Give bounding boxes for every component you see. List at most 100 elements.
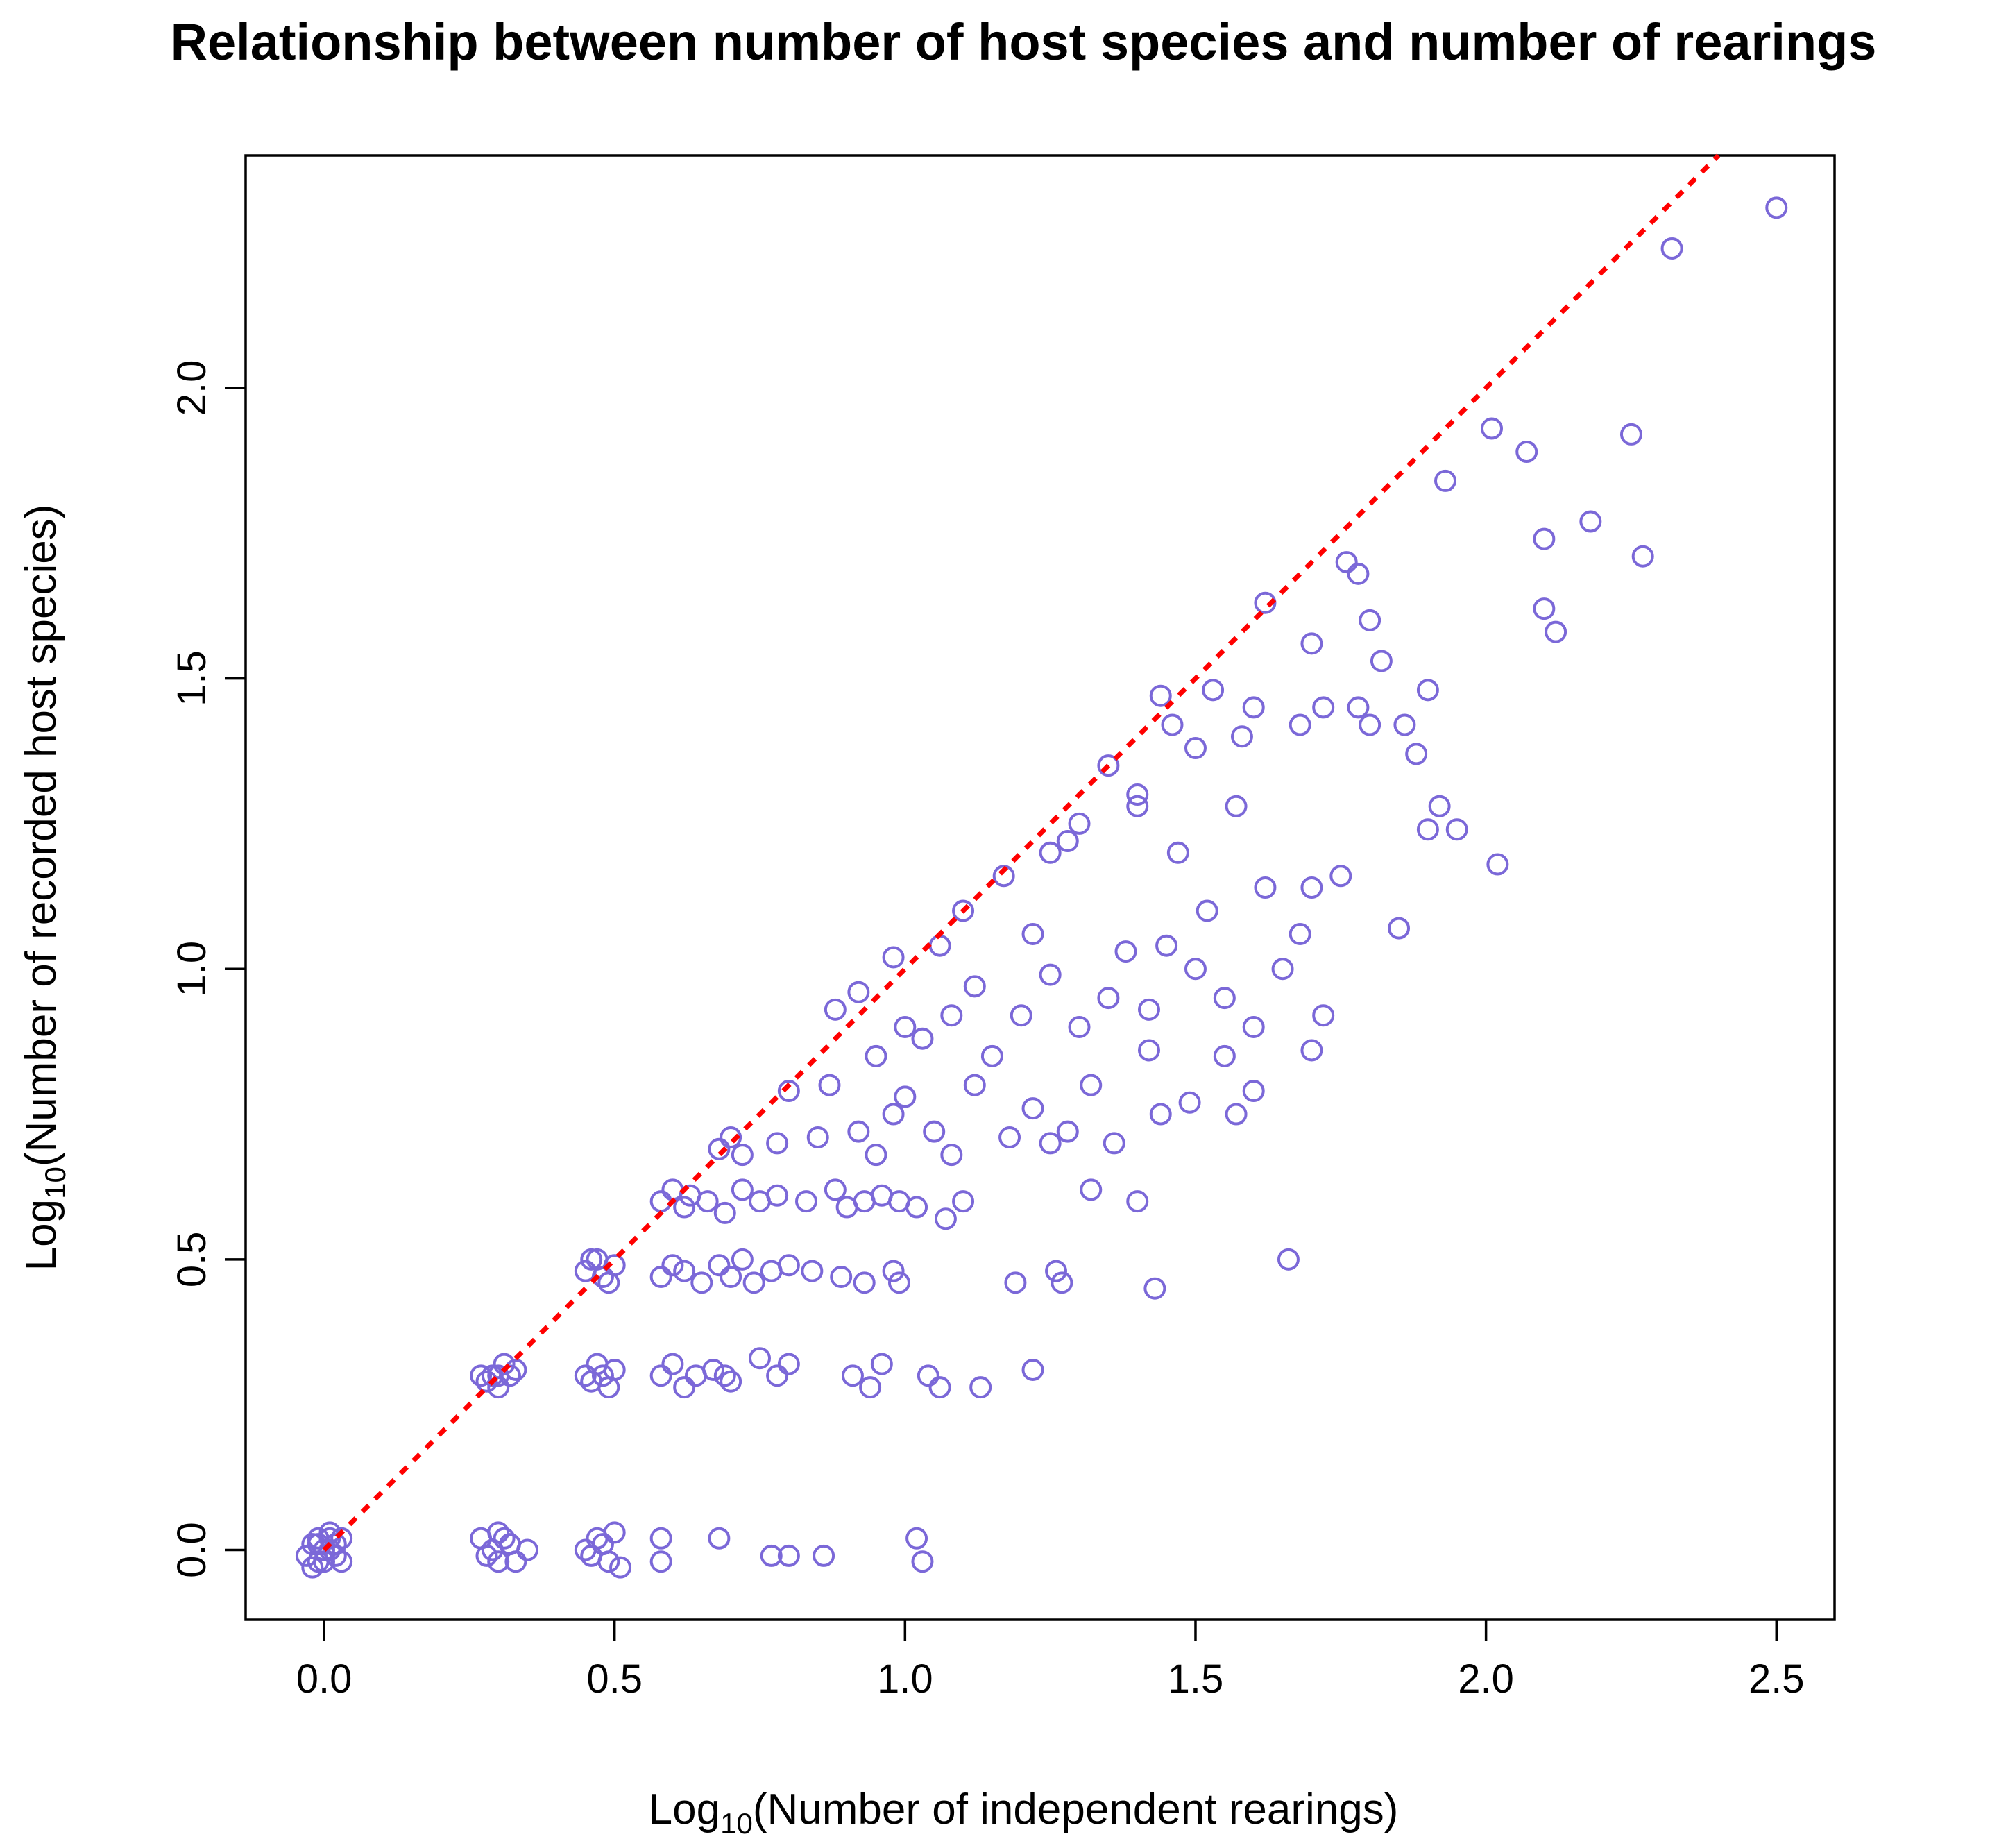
data-point — [580, 1248, 603, 1271]
data-point — [1300, 632, 1323, 655]
data-point — [742, 1271, 765, 1294]
data-point — [1347, 562, 1370, 585]
data-point — [911, 1550, 934, 1573]
data-point — [690, 1271, 713, 1294]
data-point — [708, 1254, 731, 1277]
data-point — [1300, 1039, 1323, 1062]
data-point — [940, 1144, 963, 1167]
data-point — [882, 946, 905, 969]
data-point — [1486, 853, 1509, 876]
data-point — [1230, 725, 1253, 748]
data-point — [1202, 679, 1225, 702]
data-point — [487, 1376, 510, 1399]
data-point — [493, 1353, 516, 1375]
x-axis: 0.0 0.5 1.0 1.5 2.0 2.5 — [296, 1620, 1805, 1702]
data-point — [591, 1265, 614, 1288]
data-point — [1393, 713, 1416, 736]
data-point — [749, 1347, 772, 1370]
data-point — [720, 1370, 742, 1393]
x-tick-label: 0.5 — [586, 1656, 643, 1702]
chart-title: Relationship between number of host spec… — [171, 13, 1877, 71]
data-point — [661, 1254, 684, 1277]
data-point — [1166, 841, 1189, 864]
data-point — [1445, 818, 1468, 841]
data-point — [1545, 620, 1567, 643]
x-tick-label: 1.5 — [1168, 1656, 1224, 1702]
data-point — [841, 1364, 864, 1387]
data-point — [1289, 922, 1311, 945]
data-point — [673, 1196, 696, 1219]
data-point — [853, 1271, 876, 1294]
data-point — [928, 1376, 951, 1399]
data-point — [603, 1358, 626, 1381]
data-point — [911, 1027, 934, 1050]
data-point — [1277, 1248, 1300, 1271]
data-point — [574, 1364, 597, 1387]
data-point — [580, 1544, 603, 1567]
data-point — [1184, 737, 1207, 760]
data-point — [1416, 679, 1439, 702]
data-point — [1533, 597, 1556, 620]
data-point — [731, 1248, 754, 1271]
data-point — [1405, 743, 1428, 765]
data-point — [330, 1527, 353, 1550]
data-point — [702, 1358, 725, 1381]
data-point — [649, 1550, 672, 1573]
data-point — [1155, 934, 1178, 957]
data-point — [696, 1190, 719, 1213]
data-point — [794, 1190, 817, 1213]
data-point — [1533, 527, 1556, 550]
data-point — [1335, 551, 1358, 574]
data-point — [580, 1370, 603, 1393]
data-point — [1068, 812, 1091, 835]
data-point — [1039, 1132, 1062, 1155]
data-point — [649, 1265, 672, 1288]
data-point — [777, 1254, 800, 1277]
data-point — [934, 1207, 957, 1230]
data-point — [1347, 696, 1370, 719]
y-axis-label-suffix: (Number of recorded host species) — [17, 505, 65, 1167]
data-point — [777, 1544, 800, 1567]
data-point — [1765, 196, 1788, 219]
data-point — [720, 1265, 742, 1288]
data-point — [1143, 1277, 1166, 1300]
data-point — [661, 1353, 684, 1375]
data-point — [1428, 795, 1451, 817]
data-point — [766, 1184, 789, 1207]
data-point — [475, 1370, 498, 1393]
data-point — [603, 1254, 626, 1277]
data-point — [1242, 696, 1265, 719]
data-point — [928, 934, 951, 957]
data-point — [1039, 963, 1062, 986]
data-point — [1161, 713, 1184, 736]
x-axis-label-sub: 10 — [720, 1807, 753, 1840]
y-tick-label: 0.5 — [169, 1232, 214, 1288]
data-point — [870, 1353, 893, 1375]
y-tick-label: 1.5 — [169, 650, 214, 706]
data-point — [1010, 1004, 1032, 1027]
data-point — [905, 1527, 928, 1550]
data-point — [487, 1550, 510, 1573]
x-tick-label: 2.0 — [1458, 1656, 1514, 1702]
data-point — [1045, 1260, 1068, 1282]
data-point — [917, 1364, 939, 1387]
y-tick-label: 0.0 — [169, 1522, 214, 1578]
data-point — [1213, 1044, 1236, 1067]
data-point — [813, 1544, 835, 1567]
data-point — [894, 1085, 917, 1108]
data-point — [301, 1556, 324, 1579]
x-tick-label: 0.0 — [296, 1656, 352, 1702]
data-point — [923, 1120, 946, 1143]
y-axis: 0.0 0.5 1.0 1.5 2.0 — [169, 360, 246, 1578]
reference-line — [322, 153, 1721, 1552]
data-point — [905, 1196, 928, 1219]
data-point — [1056, 1120, 1079, 1143]
data-point — [1312, 696, 1335, 719]
data-point — [1149, 684, 1172, 707]
data-point — [1515, 441, 1538, 464]
data-point — [1126, 795, 1149, 817]
data-point — [766, 1132, 789, 1155]
y-axis-label: Log10(Number of recorded host species) — [17, 505, 71, 1271]
data-points — [295, 196, 1788, 1579]
